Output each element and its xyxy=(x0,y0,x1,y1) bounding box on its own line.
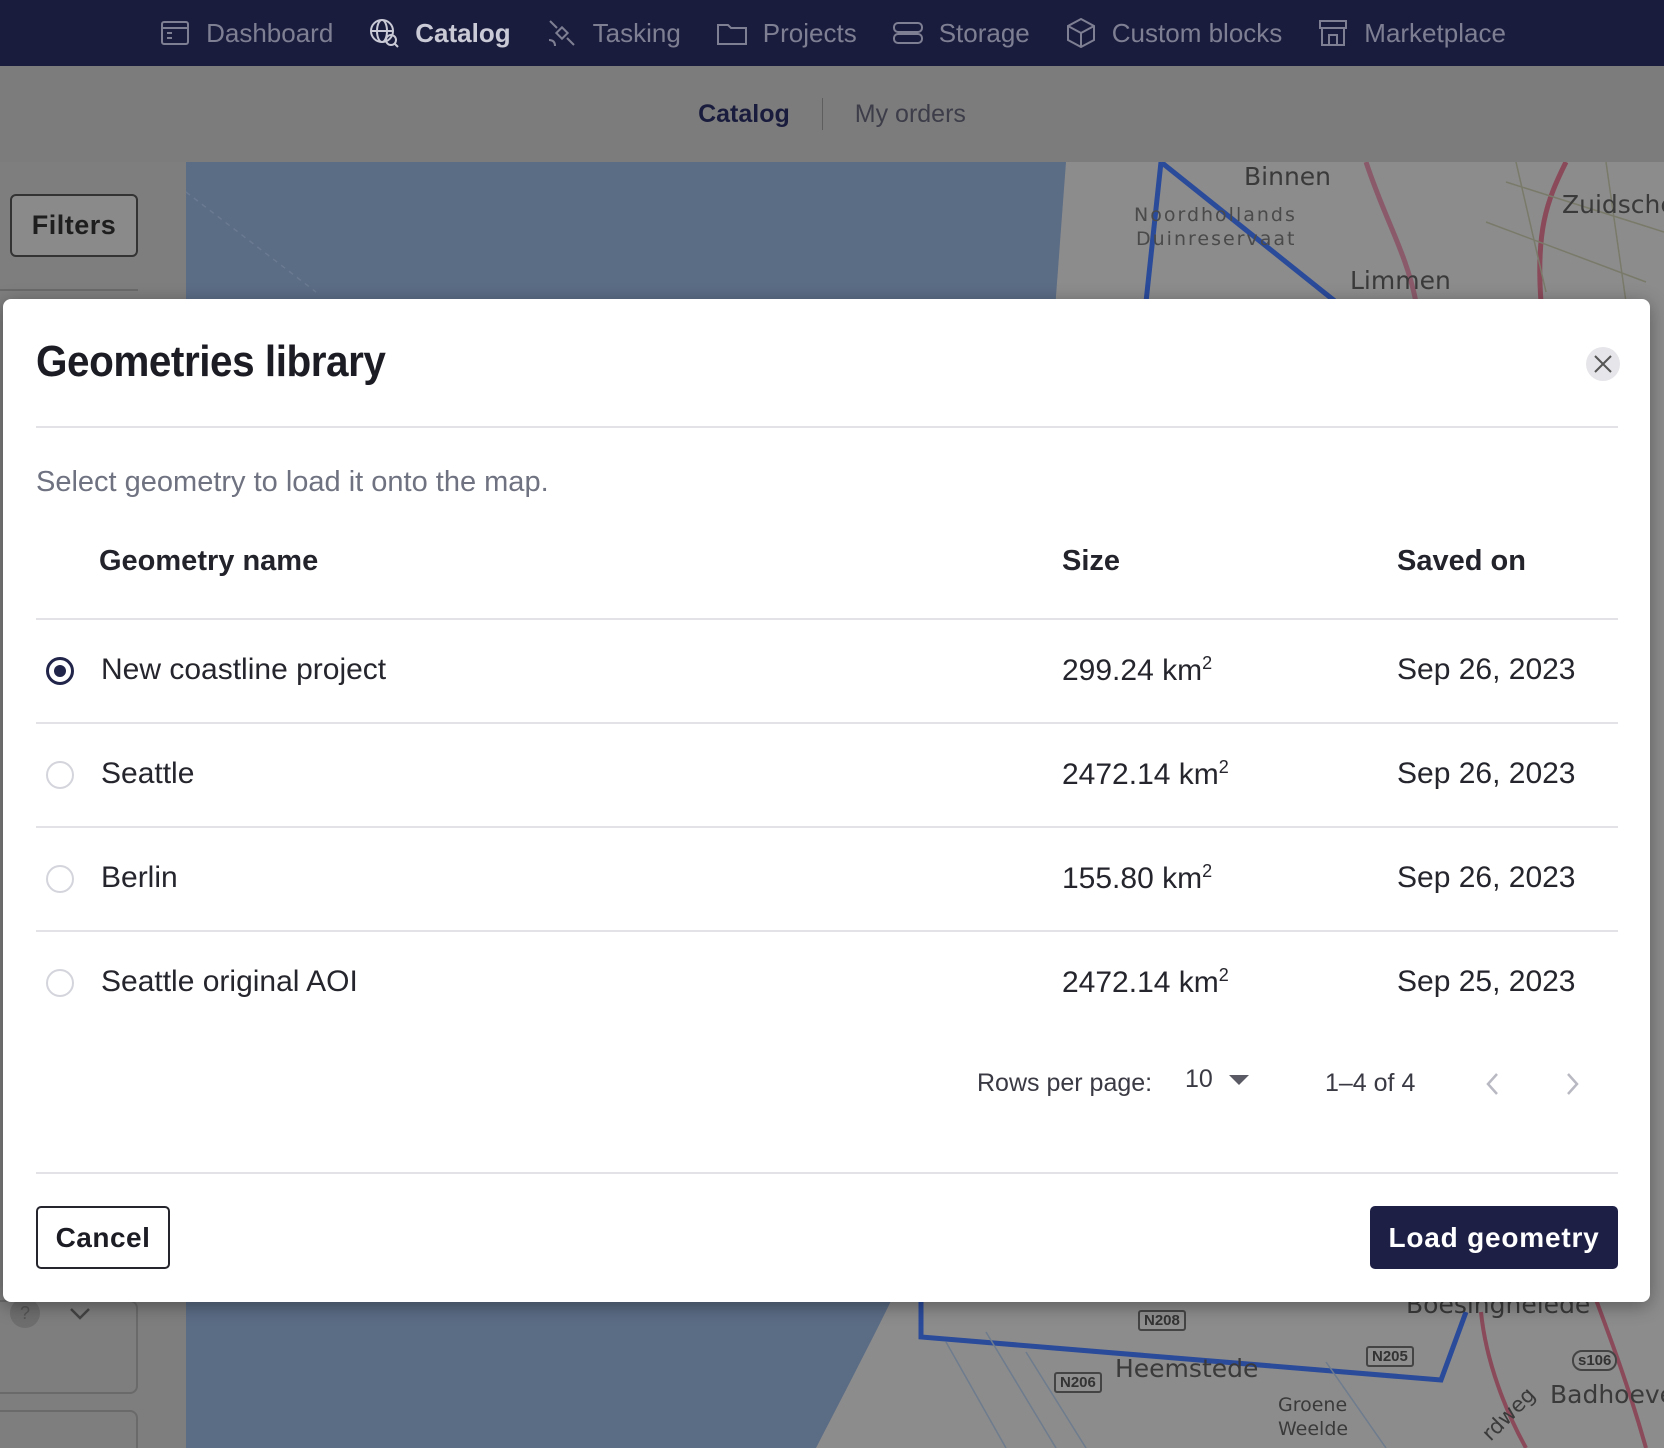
prev-page-button[interactable] xyxy=(1478,1069,1508,1099)
map-place-label: Noordhollands xyxy=(1134,204,1297,226)
map-place-label: Groene xyxy=(1278,1394,1348,1416)
dialog-subtitle: Select geometry to load it onto the map. xyxy=(36,466,549,498)
row-radio[interactable] xyxy=(46,865,74,893)
map-place-label: Heemstede xyxy=(1115,1354,1259,1383)
geometry-size: 155.80 km2 xyxy=(1062,861,1213,895)
road-badge: N208 xyxy=(1138,1310,1186,1331)
top-navigation: Dashboard Catalog Tasking Projects Stora… xyxy=(0,0,1664,66)
nav-label: Dashboard xyxy=(206,17,334,48)
storage-icon xyxy=(892,22,923,44)
chevron-right-icon xyxy=(1567,1073,1579,1095)
table-row[interactable]: Berlin 155.80 km2 Sep 26, 2023 xyxy=(36,828,1618,932)
filters-button[interactable]: Filters xyxy=(10,194,138,257)
cube-icon xyxy=(1066,17,1095,49)
close-button[interactable] xyxy=(1586,347,1620,381)
store-icon xyxy=(1319,20,1348,46)
nav-label: Storage xyxy=(938,17,1030,48)
nav-item-dashboard[interactable]: Dashboard xyxy=(141,0,350,66)
pagination-range: 1–4 of 4 xyxy=(1325,1069,1416,1097)
nav-item-storage[interactable]: Storage xyxy=(874,0,1047,66)
table-row[interactable]: Seattle 2472.14 km2 Sep 26, 2023 xyxy=(36,724,1618,828)
geometry-name: Seattle xyxy=(101,757,195,790)
nav-label: Projects xyxy=(762,17,857,48)
column-header-name: Geometry name xyxy=(99,545,319,577)
tab-divider xyxy=(821,98,823,130)
geometry-saved-on: Sep 25, 2023 xyxy=(1397,965,1576,998)
nav-item-projects[interactable]: Projects xyxy=(698,0,874,66)
load-geometry-button[interactable]: Load geometry xyxy=(1370,1206,1618,1269)
nav-item-catalog[interactable]: Catalog xyxy=(350,0,527,66)
road-badge: N205 xyxy=(1366,1346,1414,1367)
rows-per-page-select[interactable]: 10 xyxy=(1185,1065,1249,1094)
nav-label: Custom blocks xyxy=(1111,17,1283,48)
geometry-name: Seattle original AOI xyxy=(101,965,358,998)
geometry-size: 299.24 km2 xyxy=(1062,653,1213,687)
column-header-size: Size xyxy=(1062,545,1121,577)
globe-search-icon xyxy=(370,19,399,48)
table-row[interactable]: Seattle original AOI 2472.14 km2 Sep 25,… xyxy=(36,932,1618,1036)
map-place-label: Binnen xyxy=(1244,162,1332,191)
chevron-left-icon xyxy=(1486,1073,1498,1095)
footer-divider xyxy=(36,1172,1618,1174)
geometries-library-dialog: Geometries library Select geometry to lo… xyxy=(3,299,1650,1302)
nav-item-custom-blocks[interactable]: Custom blocks xyxy=(1047,0,1300,66)
close-icon xyxy=(1594,355,1612,373)
row-radio[interactable] xyxy=(46,657,74,685)
tab-my-orders[interactable]: My orders xyxy=(854,99,966,128)
nav-label: Tasking xyxy=(592,17,681,48)
nav-label: Catalog xyxy=(415,17,511,48)
road-badge: N206 xyxy=(1054,1372,1102,1393)
sub-navigation: Catalog My orders xyxy=(0,66,1664,162)
table-header-divider xyxy=(36,618,1618,620)
geometry-saved-on: Sep 26, 2023 xyxy=(1397,757,1576,790)
panel-divider xyxy=(0,289,138,291)
geometry-saved-on: Sep 26, 2023 xyxy=(1397,861,1576,894)
map-place-label: Weelde xyxy=(1278,1418,1349,1440)
geometry-name: Berlin xyxy=(101,861,178,894)
geometry-saved-on: Sep 26, 2023 xyxy=(1397,653,1576,686)
next-page-button[interactable] xyxy=(1557,1069,1587,1099)
folder-icon xyxy=(716,24,747,45)
geometry-name: New coastline project xyxy=(101,653,387,686)
tab-catalog[interactable]: Catalog xyxy=(698,99,790,128)
nav-label: Marketplace xyxy=(1364,17,1506,48)
map-place-label: Limmen xyxy=(1350,266,1451,295)
dialog-title: Geometries library xyxy=(36,337,386,386)
map-place-label: Zuidsche xyxy=(1562,190,1664,219)
nav-item-marketplace[interactable]: Marketplace xyxy=(1299,0,1523,66)
cancel-button[interactable]: Cancel xyxy=(36,1206,170,1269)
geometry-size: 2472.14 km2 xyxy=(1062,757,1229,791)
map-place-label: Duinreservaat xyxy=(1136,228,1297,250)
header-divider xyxy=(36,426,1618,428)
road-badge: s106 xyxy=(1572,1350,1618,1371)
map-place-label: Badhoeve xyxy=(1550,1380,1664,1409)
row-radio[interactable] xyxy=(46,761,74,789)
chevron-down-icon[interactable] xyxy=(66,1300,94,1328)
panel-card xyxy=(0,1410,138,1448)
dashboard-icon xyxy=(161,21,190,45)
satellite-icon xyxy=(548,20,575,47)
rows-per-page-value: 10 xyxy=(1185,1065,1213,1093)
caret-down-icon xyxy=(1228,1074,1249,1085)
rows-per-page-label: Rows per page: xyxy=(977,1069,1153,1097)
geometry-size: 2472.14 km2 xyxy=(1062,965,1229,999)
help-icon[interactable]: ? xyxy=(10,1298,40,1328)
nav-item-tasking[interactable]: Tasking xyxy=(528,0,698,66)
table-row[interactable]: New coastline project 299.24 km2 Sep 26,… xyxy=(36,620,1618,724)
column-header-saved: Saved on xyxy=(1397,545,1526,577)
row-radio[interactable] xyxy=(46,969,74,997)
